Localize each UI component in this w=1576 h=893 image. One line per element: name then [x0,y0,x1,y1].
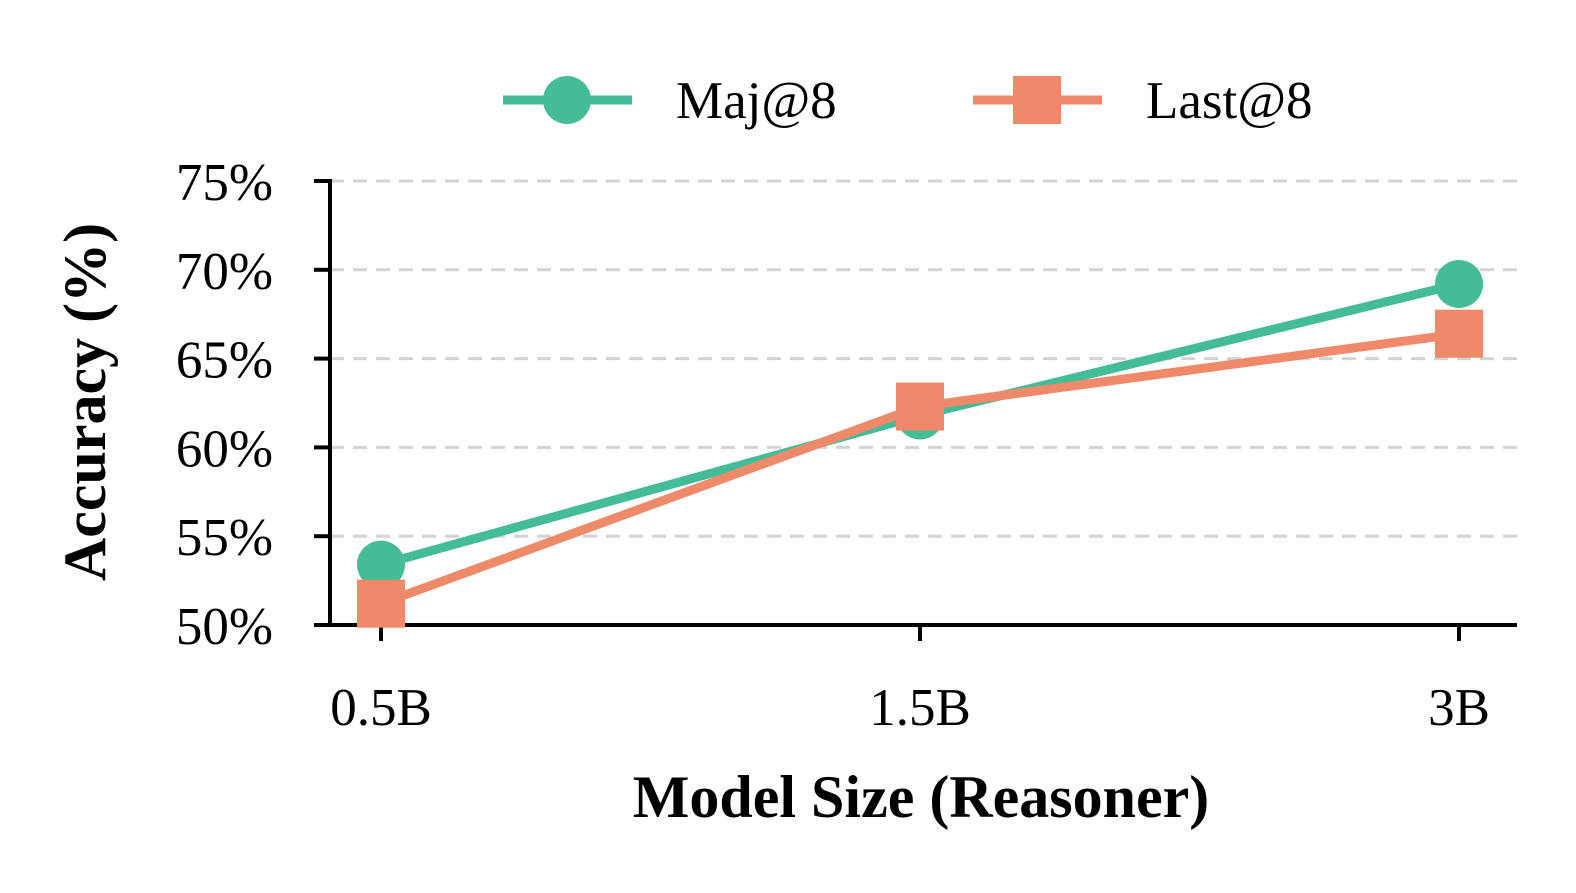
y-tick-label: 60% [176,420,273,478]
x-axis-title: Model Size (Reasoner) [633,764,1210,830]
legend-marker [1013,76,1061,124]
x-tick-label: 0.5B [330,679,432,737]
legend-label: Last@8 [1146,72,1313,130]
y-axis-title: Accuracy (%) [52,223,118,581]
legend: Maj@8 Last@8 [503,72,1313,130]
legend-item-last-8: Last@8 [973,72,1313,130]
y-tick-label: 70% [176,243,273,301]
data-point [1435,260,1483,309]
y-tick-label: 50% [176,598,273,656]
legend-label: Maj@8 [676,72,837,130]
series [357,260,1483,628]
legend-item-maj-8: Maj@8 [503,72,837,130]
data-point [357,579,405,628]
y-tick-label: 55% [176,509,273,567]
y-tick-label: 75% [176,154,273,212]
x-tick-label: 1.5B [869,679,971,737]
data-point [357,540,405,589]
grid-lines [330,179,1517,538]
data-point [1435,309,1483,358]
legend-marker [543,76,591,124]
x-tick-label: 3B [1428,679,1490,737]
y-tick-label: 65% [176,332,273,390]
series-line-last-8 [376,329,1464,609]
data-point [896,382,944,431]
axes: 50% 55% 60% 65% 70% 75% 0.5B 1.5B 3B [176,154,1517,737]
